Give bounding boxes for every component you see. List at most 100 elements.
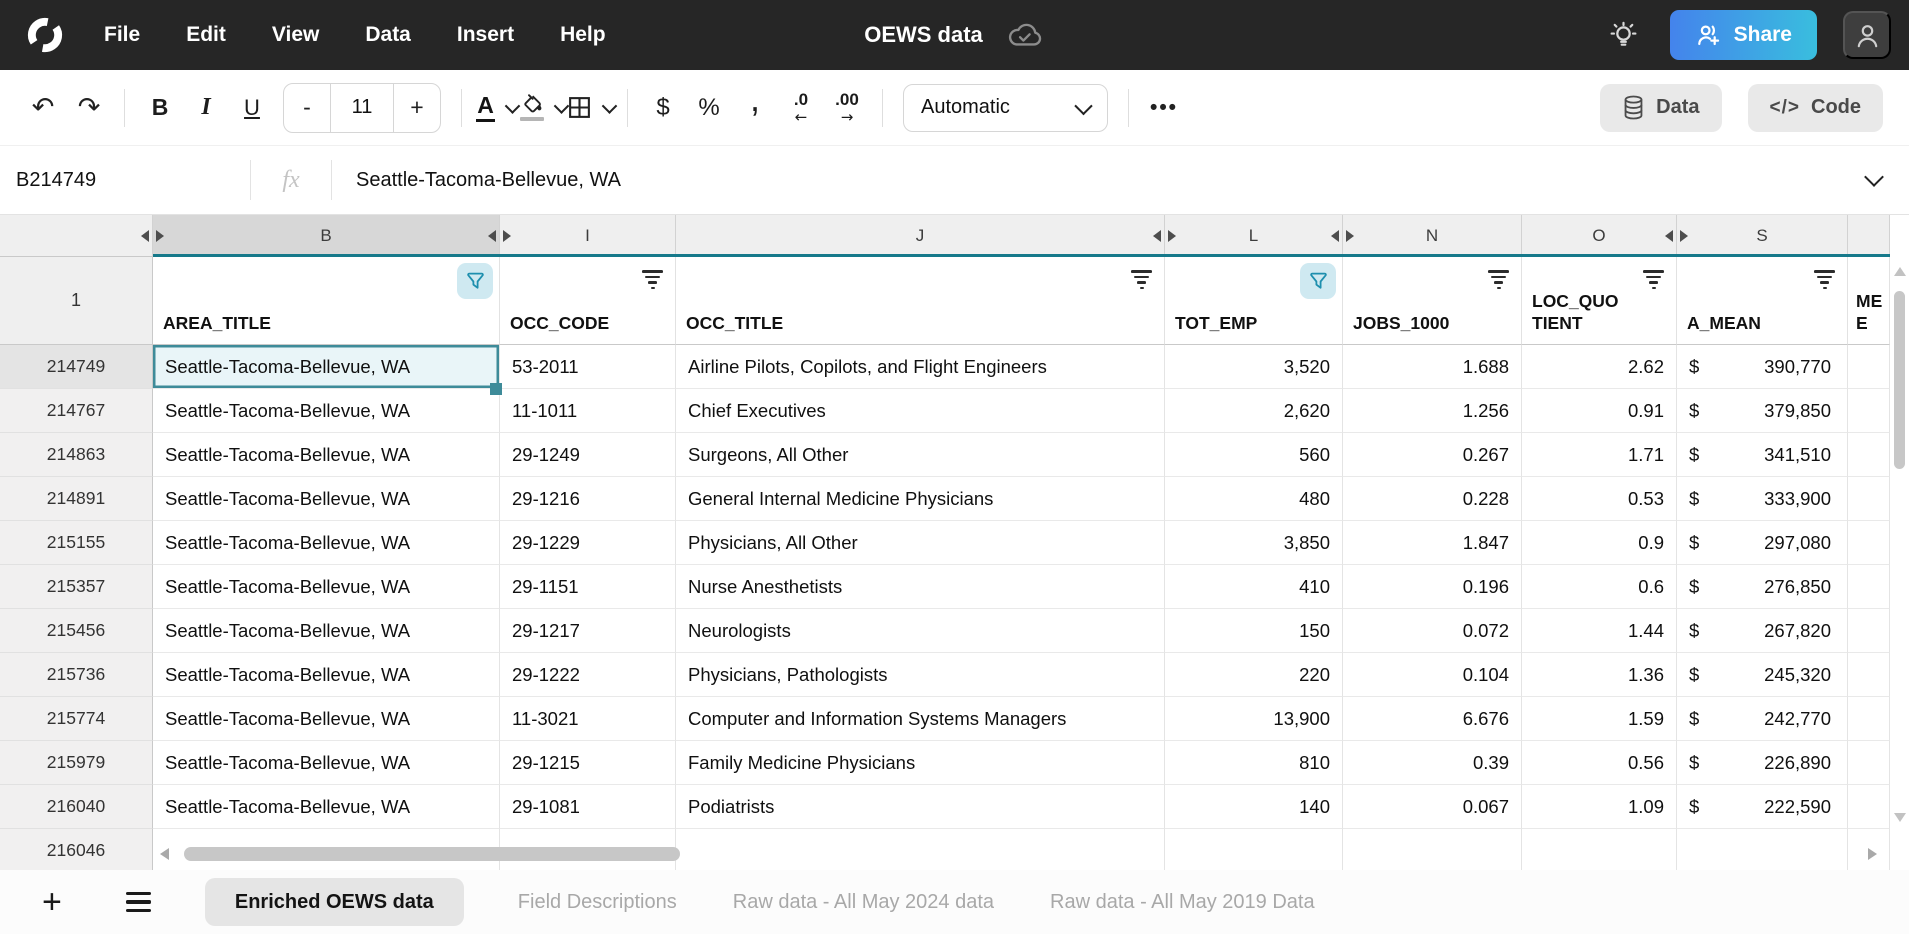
horizontal-scrollbar-thumb[interactable] [184, 847, 680, 861]
cell-occ-code[interactable]: 53-2011 [500, 345, 676, 389]
cell-occ-code[interactable]: 29-1215 [500, 741, 676, 785]
font-size-decrease-button[interactable]: - [303, 94, 311, 120]
column-header-l[interactable]: L [1165, 215, 1343, 257]
header-cell-jobs-1000[interactable]: JOBS_1000 [1343, 257, 1522, 345]
decrease-decimals-button[interactable]: .0 ← [778, 85, 824, 131]
row-number[interactable]: 1 [0, 257, 153, 345]
formula-input[interactable]: Seattle-Tacoma-Bellevue, WA [356, 168, 621, 191]
cell-area-title[interactable]: Seattle-Tacoma-Bellevue, WA [153, 697, 500, 741]
cell-jobs-1000[interactable]: 0.228 [1343, 477, 1522, 521]
cell-tot-emp[interactable]: 410 [1165, 565, 1343, 609]
header-cell-occ-title[interactable]: OCC_TITLE [676, 257, 1165, 345]
cell-a-mean[interactable]: $ 379,850 [1677, 389, 1848, 433]
hidden-columns-indicator-icon[interactable] [1168, 230, 1176, 242]
menu-data[interactable]: Data [365, 23, 411, 46]
header-cell-a-mean[interactable]: A_MEAN [1677, 257, 1848, 345]
cell-occ-code[interactable]: 29-1222 [500, 653, 676, 697]
row-number[interactable]: 216046 [0, 829, 153, 870]
cell-occ-title[interactable]: Physicians, Pathologists [676, 653, 1165, 697]
cell-occ-title[interactable]: Podiatrists [676, 785, 1165, 829]
document-title[interactable]: OEWS data [864, 22, 983, 47]
scroll-down-icon[interactable] [1894, 813, 1906, 822]
cell-a-mean[interactable]: $ 242,770 [1677, 697, 1848, 741]
row-number[interactable]: 215979 [0, 741, 153, 785]
cell-loc-quotient[interactable]: 1.59 [1522, 697, 1677, 741]
header-cell-occ-code[interactable]: OCC_CODE [500, 257, 676, 345]
cell-clipped[interactable] [1848, 565, 1890, 609]
cell-occ-code[interactable]: 29-1216 [500, 477, 676, 521]
sheet-list-menu-icon[interactable] [125, 892, 151, 912]
cell-loc-quotient[interactable]: 0.53 [1522, 477, 1677, 521]
cell-tot-emp[interactable]: 810 [1165, 741, 1343, 785]
cell-jobs-1000[interactable]: 1.847 [1343, 521, 1522, 565]
cell-occ-title[interactable]: Neurologists [676, 609, 1165, 653]
cell-clipped[interactable] [1848, 521, 1890, 565]
hidden-columns-indicator-icon[interactable] [503, 230, 511, 242]
scroll-left-icon[interactable] [160, 848, 169, 860]
cell-occ-title[interactable]: Chief Executives [676, 389, 1165, 433]
cell-occ-code[interactable]: 29-1217 [500, 609, 676, 653]
cell-jobs-1000[interactable]: 0.067 [1343, 785, 1522, 829]
row-number[interactable]: 215155 [0, 521, 153, 565]
undo-button[interactable]: ↶ [20, 85, 66, 131]
share-button[interactable]: Share [1669, 10, 1817, 60]
expand-formula-bar-icon[interactable] [1864, 167, 1884, 187]
fill-handle[interactable] [490, 383, 502, 395]
filter-active-icon[interactable] [1300, 263, 1336, 299]
cell-a-mean[interactable]: $ 222,590 [1677, 785, 1848, 829]
more-options-button[interactable]: ••• [1141, 85, 1187, 131]
cell-a-mean[interactable]: $ 390,770 [1677, 345, 1848, 389]
borders-button[interactable] [567, 85, 618, 131]
text-color-button[interactable]: A [474, 85, 521, 131]
cell-loc-quotient[interactable]: 2.62 [1522, 345, 1677, 389]
cell-area-title[interactable]: Seattle-Tacoma-Bellevue, WA [153, 653, 500, 697]
cell-a-mean[interactable]: $ 245,320 [1677, 653, 1848, 697]
currency-format-button[interactable]: $ [640, 85, 686, 131]
cell-area-title[interactable]: Seattle-Tacoma-Bellevue, WA [153, 433, 500, 477]
cell-a-mean[interactable]: $ 276,850 [1677, 565, 1848, 609]
cell-area-title[interactable]: Seattle-Tacoma-Bellevue, WA [153, 609, 500, 653]
header-cell-clipped[interactable]: ME E [1848, 257, 1890, 345]
code-panel-button[interactable]: </> Code [1747, 83, 1883, 132]
cell-area-title[interactable]: Seattle-Tacoma-Bellevue, WA [153, 477, 500, 521]
cell-jobs-1000[interactable]: 1.688 [1343, 345, 1522, 389]
cell-loc-quotient[interactable]: 1.44 [1522, 609, 1677, 653]
add-sheet-button[interactable]: + [36, 885, 68, 919]
vertical-scrollbar-thumb[interactable] [1894, 291, 1905, 469]
cell-tot-emp[interactable]: 560 [1165, 433, 1343, 477]
cell-jobs-1000[interactable]: 6.676 [1343, 697, 1522, 741]
menu-view[interactable]: View [271, 23, 320, 46]
redo-button[interactable]: ↷ [66, 85, 112, 131]
cell-tot-emp[interactable]: 140 [1165, 785, 1343, 829]
cell-clipped[interactable] [1848, 697, 1890, 741]
cell-occ-code[interactable]: 29-1151 [500, 565, 676, 609]
cell-area-title[interactable]: Seattle-Tacoma-Bellevue, WA [153, 785, 500, 829]
underline-button[interactable]: U [229, 85, 275, 131]
cell-occ-title[interactable]: Physicians, All Other [676, 521, 1165, 565]
cell-occ-code[interactable]: 11-3021 [500, 697, 676, 741]
cell-loc-quotient[interactable]: 0.56 [1522, 741, 1677, 785]
cell-a-mean[interactable]: $ 267,820 [1677, 609, 1848, 653]
cell-jobs-1000[interactable]: 0.072 [1343, 609, 1522, 653]
row-number[interactable]: 216040 [0, 785, 153, 829]
rows-logo-icon[interactable] [22, 12, 68, 58]
cell-loc-quotient[interactable]: 1.36 [1522, 653, 1677, 697]
sheet-tab[interactable]: Raw data - All May 2019 Data [1050, 890, 1315, 913]
column-header-n[interactable]: N [1343, 215, 1522, 257]
cell-tot-emp[interactable]: 3,850 [1165, 521, 1343, 565]
cell-area-title[interactable]: Seattle-Tacoma-Bellevue, WA [153, 565, 500, 609]
fill-color-button[interactable] [520, 85, 570, 131]
filter-icon[interactable] [1131, 270, 1152, 290]
cell-loc-quotient[interactable]: 0.9 [1522, 521, 1677, 565]
cell-clipped[interactable] [1848, 609, 1890, 653]
cell-jobs-1000[interactable]: 0.267 [1343, 433, 1522, 477]
cell-a-mean[interactable]: $ 297,080 [1677, 521, 1848, 565]
cell-occ-title[interactable]: Nurse Anesthetists [676, 565, 1165, 609]
cell-area-title[interactable]: Seattle-Tacoma-Bellevue, WA [153, 345, 502, 395]
cell-loc-quotient[interactable]: 1.09 [1522, 785, 1677, 829]
row-number[interactable]: 215736 [0, 653, 153, 697]
row-number[interactable]: 214767 [0, 389, 153, 433]
cell-tot-emp[interactable]: 13,900 [1165, 697, 1343, 741]
cell-tot-emp[interactable]: 3,520 [1165, 345, 1343, 389]
comma-format-button[interactable]: , [732, 78, 778, 131]
